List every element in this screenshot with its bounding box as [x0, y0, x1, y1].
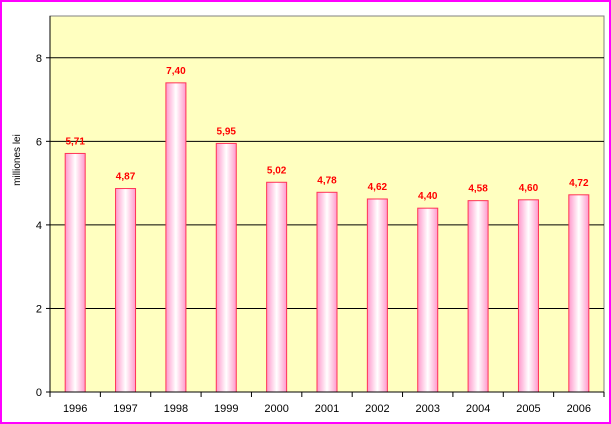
bar [215, 142, 237, 393]
data-label: 4,58 [468, 184, 488, 195]
y-axis-label: milliones lei [12, 134, 23, 186]
bar [165, 82, 187, 393]
x-tick-label: 2001 [315, 403, 339, 415]
y-tick-label: 2 [36, 303, 42, 315]
bar [64, 152, 86, 393]
data-label: 4,87 [116, 172, 136, 183]
data-label: 5,02 [267, 165, 287, 176]
data-label: 5,95 [217, 126, 237, 137]
data-label: 4,60 [519, 183, 539, 194]
y-tick-label: 0 [36, 387, 42, 399]
x-tick-label: 2005 [516, 403, 540, 415]
y-tick-label: 8 [36, 53, 42, 65]
x-tick-label: 2004 [466, 403, 490, 415]
x-tick-label: 2000 [264, 403, 288, 415]
x-tick-label: 1998 [164, 403, 188, 415]
data-label: 4,40 [418, 191, 438, 202]
bar [517, 199, 539, 393]
bar [568, 194, 590, 393]
bar [115, 188, 137, 393]
bars [64, 82, 590, 393]
data-label: 5,71 [65, 136, 85, 147]
x-tick-label: 2003 [415, 403, 439, 415]
x-tick-label: 1999 [214, 403, 238, 415]
bar [366, 198, 388, 393]
x-tick-label: 1997 [113, 403, 137, 415]
y-tick-label: 4 [36, 220, 42, 232]
x-tick-label: 2006 [567, 403, 591, 415]
bar [467, 200, 489, 393]
bar [417, 207, 439, 393]
data-label: 4,78 [317, 175, 337, 186]
y-tick-label: 6 [36, 136, 42, 148]
data-labels: 5,71 4,87 7,40 5,95 5,02 4,78 4,62 4,40 4,58 4,60… [65, 66, 589, 202]
bar [266, 181, 288, 393]
x-tick-labels: 1996 1997 1998 1999 2000 2001 2002 2003 2004 2005… [63, 403, 591, 415]
data-label: 4,62 [368, 182, 388, 193]
x-tick-label: 1996 [63, 403, 87, 415]
x-tick-label: 2002 [365, 403, 389, 415]
axes [46, 16, 605, 397]
data-label: 7,40 [166, 66, 186, 77]
y-tick-labels: 0 2 4 6 8 [36, 53, 42, 399]
bar [316, 191, 338, 393]
data-label: 4,72 [569, 178, 589, 189]
